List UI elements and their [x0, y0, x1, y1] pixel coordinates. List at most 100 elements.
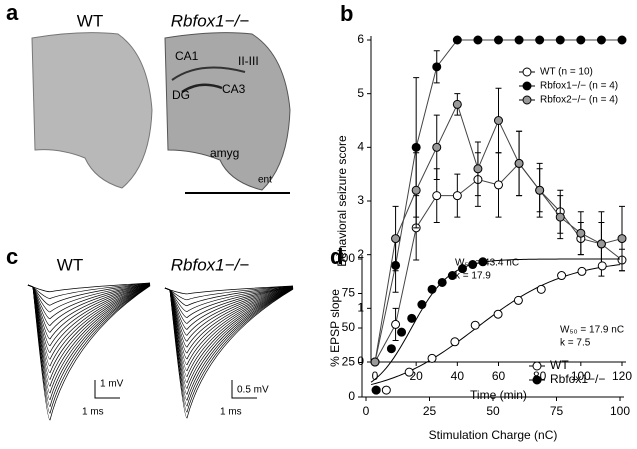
- label: WT: [77, 11, 103, 30]
- marker: [473, 35, 483, 45]
- marker: [473, 164, 483, 174]
- trace: [27, 284, 151, 421]
- legend-marker: [522, 67, 532, 77]
- y-tick-label: 5: [357, 86, 364, 100]
- marker: [452, 99, 462, 109]
- marker: [452, 191, 462, 201]
- legend-marker: [532, 361, 542, 371]
- trace: [164, 287, 294, 407]
- trace: [164, 287, 294, 383]
- trace: [164, 287, 294, 360]
- y-tick-label: 3: [357, 193, 364, 207]
- x-axis-label: Stimulation Charge (nC): [429, 428, 558, 442]
- fit-curve: [370, 258, 621, 383]
- annotation: k = 17.9: [455, 271, 491, 282]
- y-tick-label: 75: [342, 286, 356, 300]
- trace: [164, 285, 294, 295]
- marker: [432, 191, 442, 201]
- scale-label: 1 ms: [82, 407, 104, 418]
- brain-slice: [31, 32, 153, 189]
- marker: [535, 35, 545, 45]
- panel-letter: c: [6, 244, 18, 269]
- marker: [596, 239, 606, 249]
- marker: [576, 35, 586, 45]
- x-tick-label: 75: [550, 404, 564, 418]
- x-tick-label: 0: [363, 404, 370, 418]
- legend-marker: [522, 95, 532, 105]
- marker: [597, 261, 607, 271]
- trace: [164, 286, 294, 312]
- x-tick-label: 120: [612, 369, 632, 383]
- x-tick-label: 0: [372, 369, 379, 383]
- label: Rbfox1−/−: [171, 255, 250, 274]
- marker: [617, 35, 627, 45]
- legend-marker: [522, 81, 532, 91]
- marker: [555, 35, 565, 45]
- y-tick-label: 50: [342, 320, 356, 334]
- region-label: CA3: [222, 82, 246, 96]
- trace: [27, 284, 151, 414]
- marker: [407, 313, 417, 323]
- trace: [164, 287, 294, 377]
- legend-marker: [532, 375, 542, 385]
- marker: [371, 385, 381, 395]
- marker: [470, 320, 480, 330]
- trace: [27, 284, 151, 367]
- trace: [27, 283, 151, 326]
- legend-label: WT (n = 10): [540, 67, 593, 78]
- marker: [411, 142, 421, 152]
- legend-label: Rbfox1−/− (n = 4): [540, 81, 618, 92]
- region-label: II-III: [238, 54, 259, 68]
- marker: [468, 260, 478, 270]
- marker: [514, 35, 524, 45]
- trace: [27, 283, 151, 333]
- x-tick-label: 50: [486, 404, 500, 418]
- label: WT: [57, 255, 83, 274]
- trace: [27, 284, 151, 387]
- scale-label: 1 mV: [100, 379, 124, 390]
- marker: [494, 180, 503, 190]
- y-tick-label: 4: [357, 140, 364, 154]
- dentate: [181, 83, 223, 94]
- marker: [391, 319, 401, 329]
- marker: [432, 142, 442, 152]
- x-tick-label: 40: [451, 369, 465, 383]
- trace: [27, 284, 151, 380]
- brain-slice: [164, 32, 291, 191]
- trace: [164, 287, 294, 389]
- region-label: DG: [172, 88, 190, 102]
- trace: [164, 286, 294, 330]
- scale-bar: [94, 380, 120, 399]
- trace: [27, 284, 151, 360]
- y-axis-label: Behavioral seizure score: [335, 135, 349, 267]
- trace: [27, 284, 151, 401]
- legend-label: Rbfox2−/− (n = 4): [540, 95, 618, 106]
- marker: [417, 300, 427, 310]
- trace: [164, 287, 294, 348]
- trace: [164, 286, 294, 324]
- trace: [27, 282, 151, 293]
- y-tick-label: 6: [357, 32, 364, 46]
- trace: [164, 286, 294, 342]
- trace: [164, 285, 294, 307]
- y-tick-label: 0: [348, 389, 355, 403]
- marker: [427, 284, 437, 294]
- marker: [452, 35, 462, 45]
- scale-bar: [231, 380, 257, 399]
- x-tick-label: 60: [492, 369, 506, 383]
- panel-letter: b: [340, 1, 353, 26]
- marker: [513, 295, 523, 305]
- region-label: ent: [258, 175, 272, 186]
- marker: [427, 353, 437, 363]
- marker: [494, 35, 503, 45]
- trace: [164, 287, 294, 395]
- marker: [437, 277, 447, 287]
- panel-letter: a: [6, 0, 19, 25]
- y-tick-label: 2: [357, 247, 364, 261]
- annotation: k = 7.5: [560, 338, 591, 349]
- region-label: CA1: [175, 49, 199, 63]
- marker: [370, 357, 380, 367]
- marker: [391, 234, 401, 244]
- label: Rbfox1−/−: [171, 11, 250, 30]
